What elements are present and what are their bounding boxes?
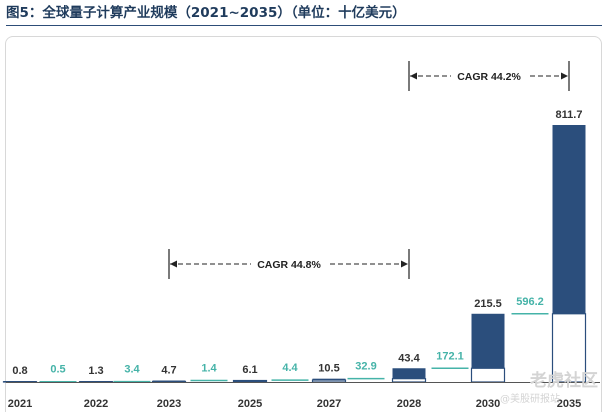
x-tick-label: 2027 (317, 398, 341, 410)
x-tick-label: 2021 (8, 398, 32, 410)
value-label: 811.7 (556, 109, 583, 121)
bar-growth (312, 378, 346, 381)
cagr-label-bg (251, 256, 327, 272)
x-tick-label: 2035 (557, 398, 581, 410)
bar-growth (3, 381, 37, 383)
bar-growth (152, 380, 186, 383)
title-divider (6, 25, 602, 26)
x-tick-label: 2022 (84, 398, 108, 410)
cagr-arrow-right (561, 72, 568, 80)
chart-title: 图5：全球量子计算产业规模（2021~2035）（单位：十亿美元） (6, 5, 406, 21)
bar-growth (79, 381, 113, 383)
cagr-arrow-left (410, 72, 417, 80)
chart-frame (5, 36, 602, 412)
increase-label: 32.9 (355, 361, 376, 373)
cagr-arrow-left (170, 260, 177, 268)
increase-label: 596.2 (516, 296, 544, 308)
value-labels-layer: 0.8 0.5 1.3 3.4 4.7 1.4 6.1 4.4 10.5 32.9 43.4 172.… (12, 109, 582, 377)
value-label: 4.7 (161, 365, 176, 377)
value-label: 43.4 (398, 352, 420, 364)
x-tick-label: 2028 (397, 398, 421, 410)
bar-growth (233, 380, 267, 382)
watermark-text: 老虎社区 (530, 371, 598, 391)
bar-base (311, 379, 347, 383)
bar-base (470, 367, 506, 383)
cagr-label: CAGR 44.2% (457, 71, 521, 83)
cagr-annotations-layer: CAGR 44.8% CAGR 44.2% (168, 61, 570, 279)
value-label: 0.8 (12, 365, 27, 377)
increase-label: 3.4 (124, 364, 140, 376)
value-label: 215.5 (474, 298, 502, 310)
x-tick-label: 2025 (238, 398, 262, 410)
bar-base (391, 378, 427, 383)
cagr-arrow-right (401, 260, 408, 268)
bar-growth (471, 313, 505, 369)
bar-growth (552, 125, 586, 314)
increase-label: 4.4 (282, 362, 298, 374)
cagr-label: CAGR 44.8% (257, 259, 321, 271)
increase-label: 1.4 (201, 363, 217, 375)
bar-growth (392, 368, 426, 379)
increase-label: 0.5 (50, 364, 65, 376)
x-tick-label: 2030 (476, 398, 500, 410)
value-label: 6.1 (242, 364, 257, 376)
watermark-subtext: @美股研报站 (500, 394, 560, 405)
x-tick-label: 2023 (157, 398, 181, 410)
value-label: 10.5 (318, 363, 339, 375)
cagr-label-bg (451, 68, 527, 84)
increase-label: 172.1 (436, 350, 464, 362)
bars-layer (2, 125, 600, 383)
value-label: 1.3 (88, 365, 103, 377)
x-tick-labels-layer: 2021 2022 2023 2025 2027 2028 2030 2035 (8, 398, 581, 410)
